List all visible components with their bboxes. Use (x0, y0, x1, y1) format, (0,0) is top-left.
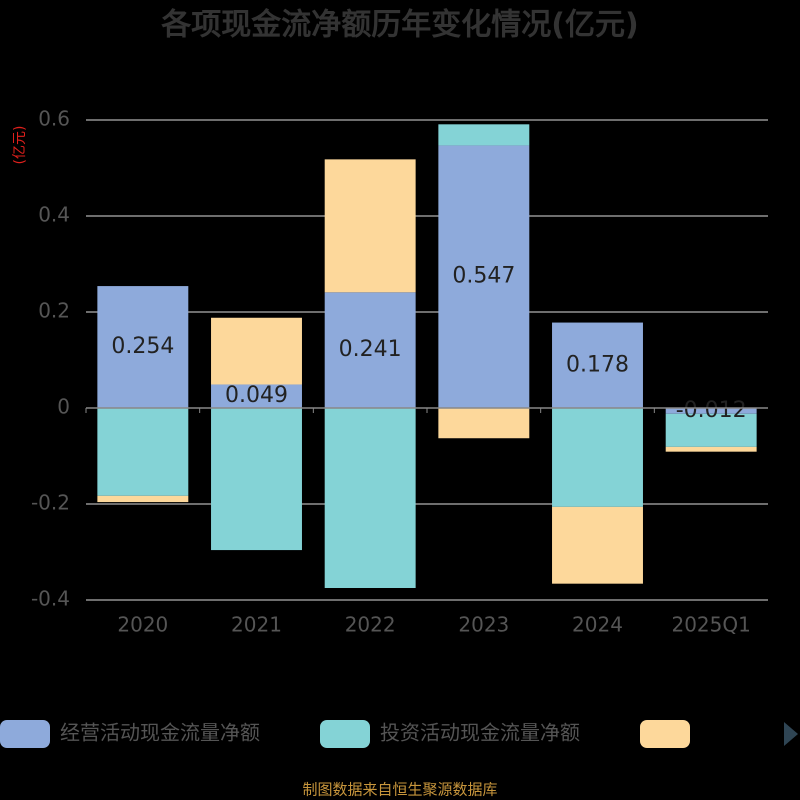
bar (438, 124, 530, 146)
bar (97, 408, 189, 496)
legend-swatch (640, 720, 690, 748)
bar (552, 322, 643, 408)
y-tick-label: -0.2 (31, 491, 70, 515)
y-axis-label: (亿元) (12, 126, 28, 165)
bar (665, 413, 757, 447)
bar (211, 317, 302, 385)
data-label: 0.547 (452, 264, 515, 289)
data-label: 0.254 (111, 334, 174, 359)
x-tick-label: 2025Q1 (671, 613, 750, 637)
x-tick-label: 2021 (231, 613, 282, 637)
chart-title: 各项现金流净额历年变化情况(亿元) (160, 8, 638, 43)
y-tick-label: 0.6 (38, 107, 70, 131)
bar (97, 286, 189, 408)
bar (211, 408, 302, 551)
x-tick-label: 2024 (572, 613, 623, 637)
bar (665, 446, 757, 452)
legend-swatch (320, 720, 370, 748)
bar (97, 495, 189, 503)
y-tick-label: 0.4 (38, 203, 70, 227)
bar (438, 408, 530, 439)
bar (438, 145, 530, 408)
y-tick-label: 0.2 (38, 299, 70, 323)
legend-label: 经营活动现金流量净额 (60, 721, 260, 745)
data-label: 0.049 (225, 383, 288, 408)
bar (552, 506, 643, 584)
legend-next-arrow[interactable] (784, 722, 798, 746)
source-note: 制图数据来自恒生聚源数据库 (302, 781, 497, 799)
data-label: 0.178 (566, 352, 629, 377)
bar (552, 408, 643, 507)
data-label: -0.012 (676, 398, 747, 423)
legend-label: 投资活动现金流量净额 (380, 721, 580, 745)
y-tick-label: -0.4 (31, 587, 70, 611)
bar (324, 292, 416, 408)
y-tick-label: 0 (57, 395, 70, 419)
bar (324, 159, 416, 293)
x-tick-label: 2023 (458, 613, 509, 637)
x-tick-label: 2020 (117, 613, 168, 637)
legend-swatch (0, 720, 50, 748)
bar (324, 408, 416, 588)
bar (665, 408, 757, 414)
data-label: 0.241 (339, 337, 402, 362)
x-tick-label: 2022 (345, 613, 396, 637)
bar (211, 384, 302, 408)
